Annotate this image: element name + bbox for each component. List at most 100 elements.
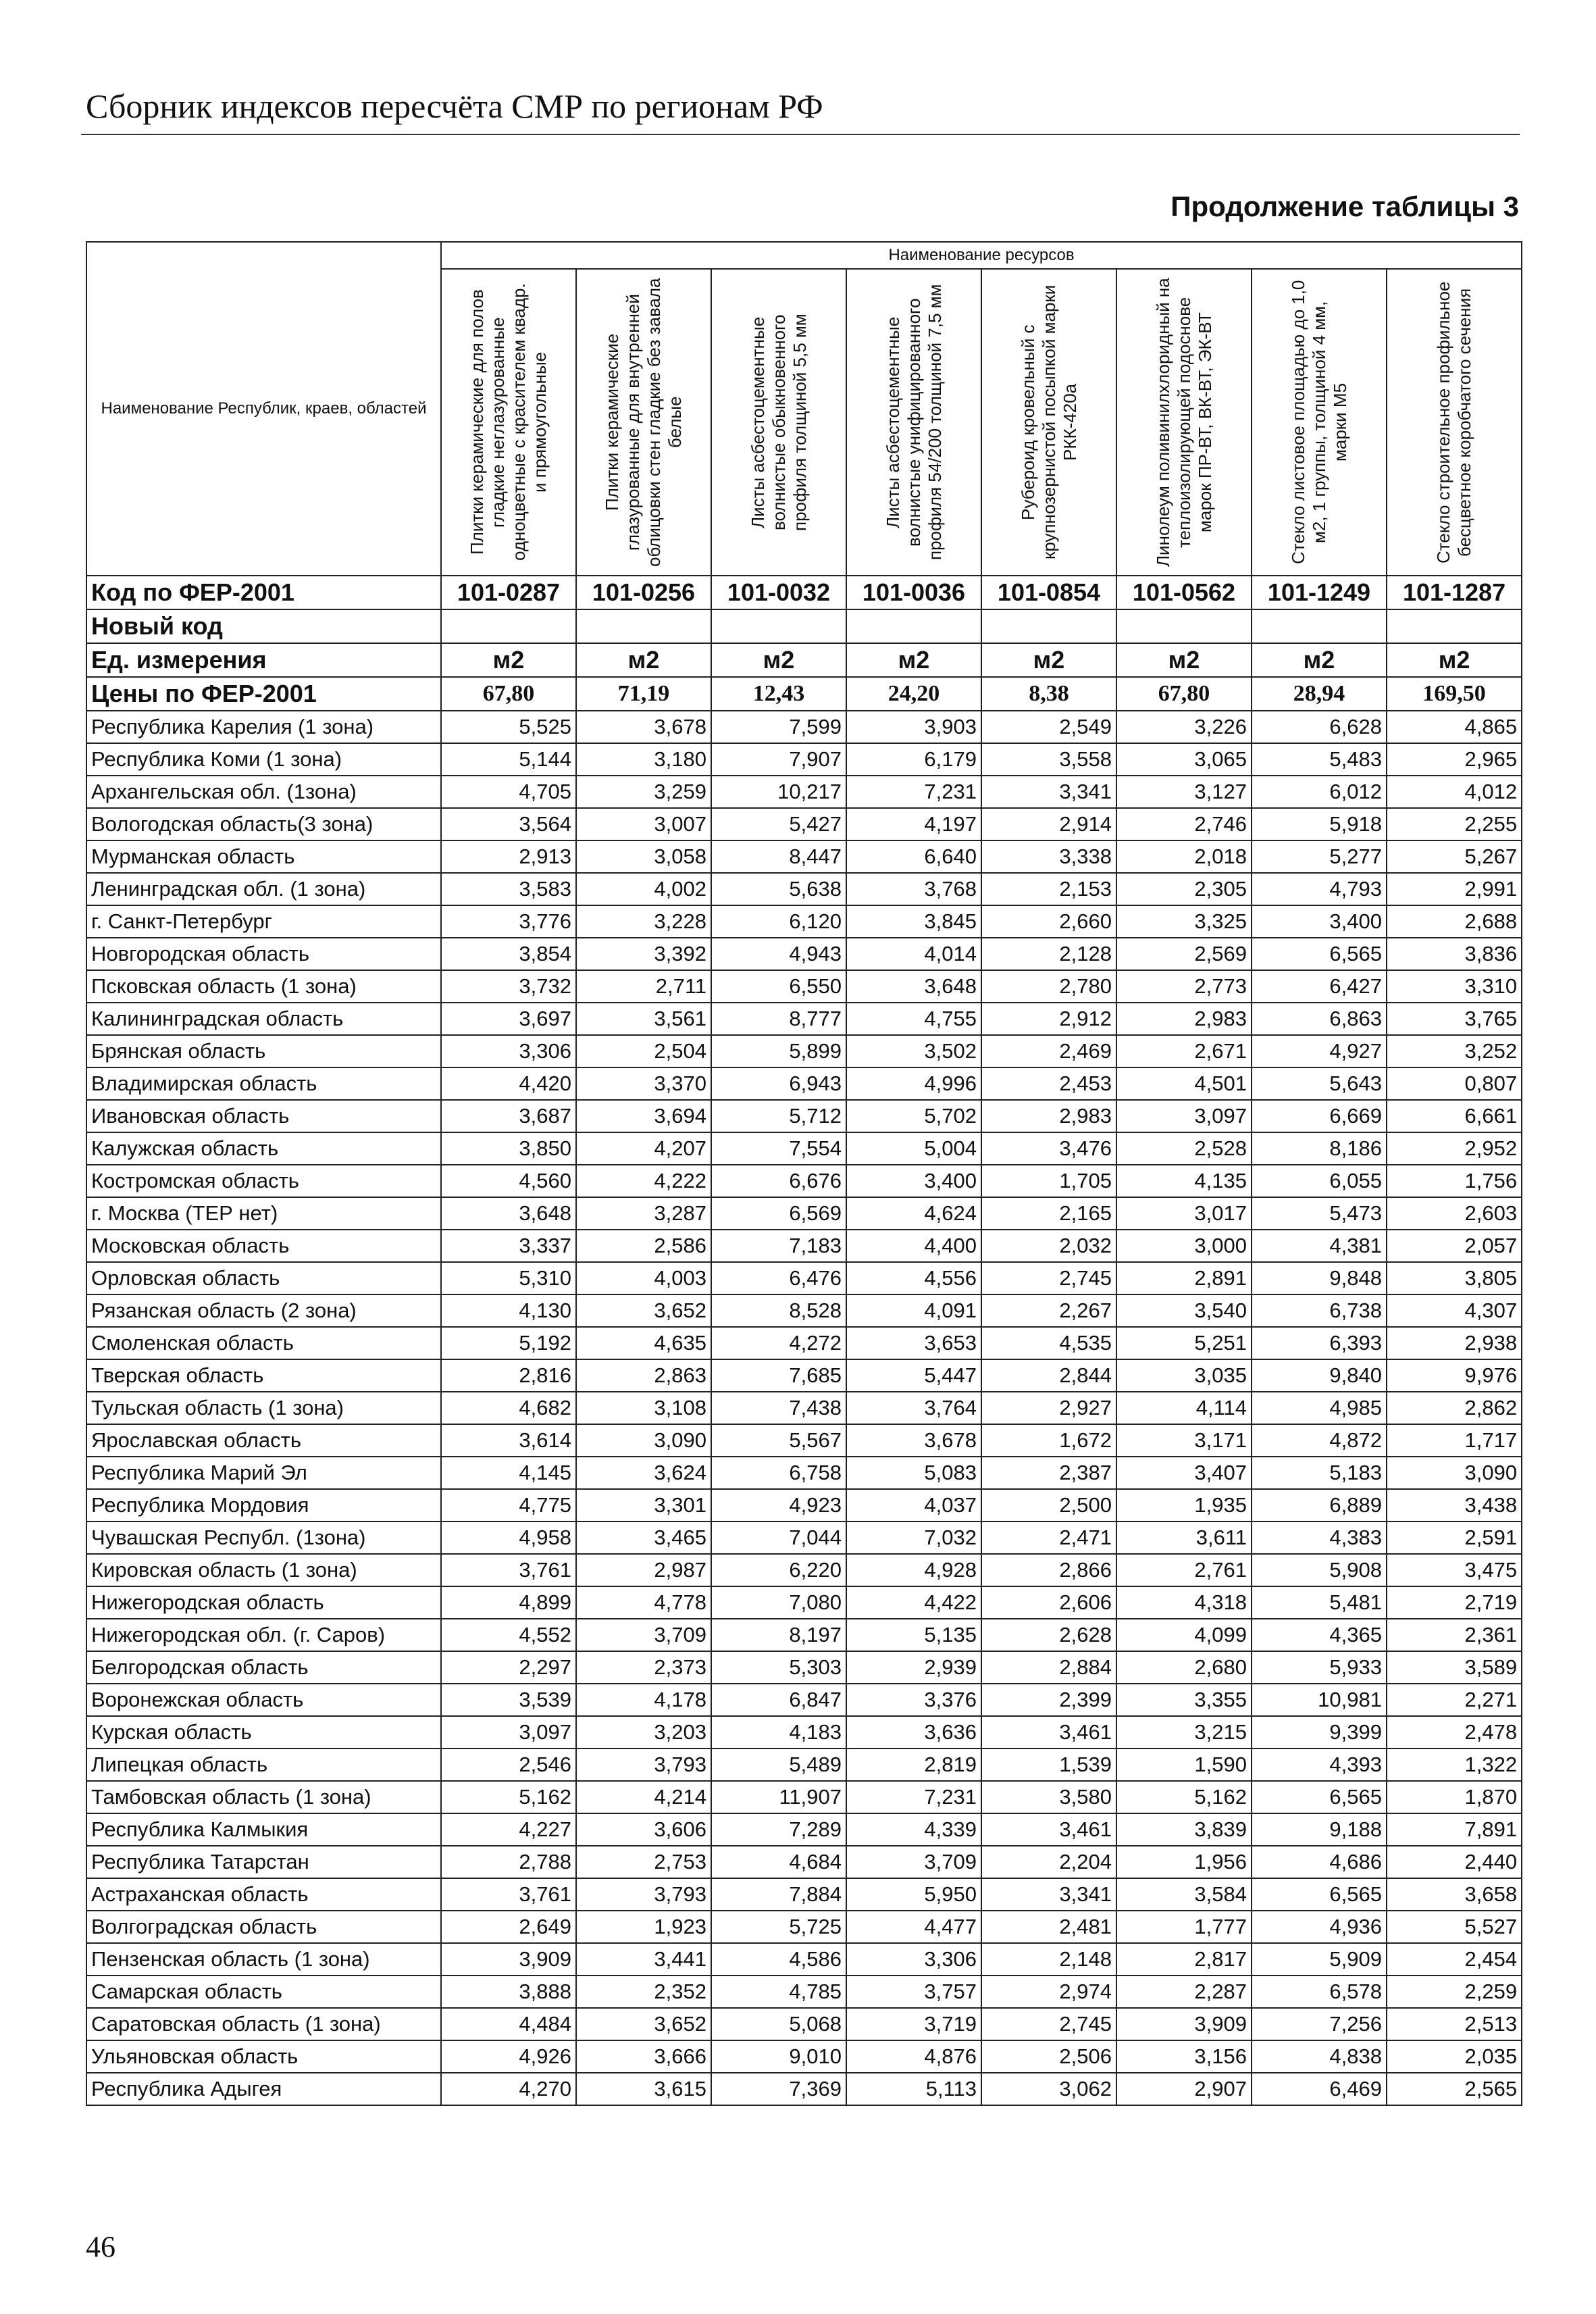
index-value: 4,535 [981, 1326, 1117, 1360]
index-value: 3,678 [846, 1424, 982, 1457]
index-value: 7,183 [711, 1229, 847, 1263]
header-value: м2 [846, 643, 982, 678]
region-name: Владимирская область [86, 1067, 442, 1101]
index-value: 2,128 [981, 937, 1117, 971]
data-row: Калининградская область 3,697 3,561 8,777 4,… [86, 1002, 1523, 1036]
data-row: Орловская область 5,310 4,003 6,476 4,556 2,7… [86, 1261, 1523, 1295]
index-value: 5,481 [1251, 1586, 1387, 1619]
index-value: 2,719 [1385, 1586, 1523, 1619]
index-value: 3,624 [575, 1456, 712, 1490]
index-value: 3,584 [1116, 1878, 1252, 1911]
index-value: 3,259 [575, 775, 712, 809]
index-value: 2,057 [1385, 1229, 1523, 1263]
index-value: 1,705 [981, 1164, 1117, 1198]
index-value: 4,996 [846, 1067, 982, 1101]
index-value: 5,310 [440, 1261, 577, 1295]
index-value: 3,376 [846, 1683, 982, 1717]
index-value: 5,144 [440, 743, 577, 776]
column-header: Листы асбестоцементные волнистые унифици… [846, 268, 982, 576]
index-value: 4,624 [846, 1197, 982, 1230]
empty-cell [1385, 609, 1523, 644]
index-value: 3,355 [1116, 1683, 1252, 1717]
index-value: 3,407 [1116, 1456, 1252, 1490]
index-value: 2,952 [1385, 1132, 1523, 1165]
index-value: 4,560 [440, 1164, 577, 1198]
data-row: Брянская область 3,306 2,504 5,899 3,502 2,46… [86, 1034, 1523, 1068]
header-value: 67,80 [440, 676, 577, 711]
index-value: 4,872 [1251, 1424, 1387, 1457]
index-value: 4,928 [846, 1553, 982, 1587]
column-header: Плитки керамические глазурованные для вн… [575, 268, 712, 576]
region-name: Вологодская область(3 зона) [86, 807, 442, 841]
index-value: 5,527 [1385, 1910, 1523, 1944]
index-value: 2,297 [440, 1651, 577, 1684]
index-value: 3,761 [440, 1878, 577, 1911]
index-value: 4,705 [440, 775, 577, 809]
index-value: 4,002 [575, 872, 712, 906]
header-value: 101-0287 [440, 575, 577, 610]
region-name: Самарская область [86, 1975, 442, 2009]
region-name: Московская область [86, 1229, 442, 1263]
index-value: 8,528 [711, 1294, 847, 1328]
index-value: 2,907 [1116, 2072, 1252, 2106]
index-value: 4,686 [1251, 1845, 1387, 1879]
index-value: 2,603 [1385, 1197, 1523, 1230]
index-value: 7,256 [1251, 2007, 1387, 2041]
index-value: 3,652 [575, 1294, 712, 1328]
index-value: 6,565 [1251, 937, 1387, 971]
index-value: 6,550 [711, 970, 847, 1003]
index-value: 6,578 [1251, 1975, 1387, 2009]
index-value: 5,899 [711, 1034, 847, 1068]
page-number: 46 [86, 2230, 115, 2263]
index-value: 2,018 [1116, 840, 1252, 874]
region-name: Республика Карелия (1 зона) [86, 710, 442, 744]
index-value: 2,912 [981, 1002, 1117, 1036]
column-header: Рубероид кровельный с крупнозернистой по… [981, 268, 1117, 576]
empty-cell [981, 609, 1117, 644]
header-value: 169,50 [1385, 676, 1523, 711]
region-name: г. Москва (ТЕР нет) [86, 1197, 442, 1230]
index-value: 4,838 [1251, 2040, 1387, 2073]
index-value: 8,186 [1251, 1132, 1387, 1165]
index-value: 2,688 [1385, 905, 1523, 938]
index-value: 7,044 [711, 1521, 847, 1555]
index-value: 6,889 [1251, 1488, 1387, 1522]
region-name: Мурманская область [86, 840, 442, 874]
index-value: 7,369 [711, 2072, 847, 2106]
index-value: 2,399 [981, 1683, 1117, 1717]
index-value: 4,183 [711, 1715, 847, 1749]
region-name: Ярославская область [86, 1424, 442, 1457]
index-value: 6,661 [1385, 1099, 1523, 1133]
index-value: 3,062 [981, 2072, 1117, 2106]
index-value: 5,702 [846, 1099, 982, 1133]
index-value: 4,778 [575, 1586, 712, 1619]
index-value: 6,565 [1251, 1878, 1387, 1911]
data-row: Республика Мордовия 4,775 3,301 4,923 4,037 2… [86, 1488, 1523, 1522]
header-value: м2 [1116, 643, 1252, 678]
index-value: 4,099 [1116, 1618, 1252, 1652]
index-value: 3,502 [846, 1034, 982, 1068]
index-value: 4,635 [575, 1326, 712, 1360]
index-value: 6,628 [1251, 710, 1387, 744]
data-row: Республика Карелия (1 зона) 5,525 3,678 7,5… [86, 710, 1523, 744]
data-row: Ивановская область 3,687 3,694 5,712 5,702 2,… [86, 1099, 1523, 1133]
region-name: Калининградская область [86, 1002, 442, 1036]
index-value: 5,183 [1251, 1456, 1387, 1490]
region-name: Саратовская область (1 зона) [86, 2007, 442, 2041]
index-value: 2,352 [575, 1975, 712, 2009]
index-value: 3,888 [440, 1975, 577, 2009]
index-value: 4,793 [1251, 872, 1387, 906]
index-value: 10,217 [711, 775, 847, 809]
data-row: Псковская область (1 зона) 3,732 2,711 6,55… [86, 970, 1523, 1003]
index-value: 2,844 [981, 1359, 1117, 1392]
index-value: 4,272 [711, 1326, 847, 1360]
index-value: 2,816 [440, 1359, 577, 1392]
index-value: 2,267 [981, 1294, 1117, 1328]
index-value: 1,956 [1116, 1845, 1252, 1879]
index-value: 2,440 [1385, 1845, 1523, 1879]
index-value: 3,441 [575, 1942, 712, 1976]
index-value: 2,780 [981, 970, 1117, 1003]
region-name: Чувашская Республ. (1зона) [86, 1521, 442, 1555]
index-value: 3,370 [575, 1067, 712, 1101]
index-value: 1,756 [1385, 1164, 1523, 1198]
